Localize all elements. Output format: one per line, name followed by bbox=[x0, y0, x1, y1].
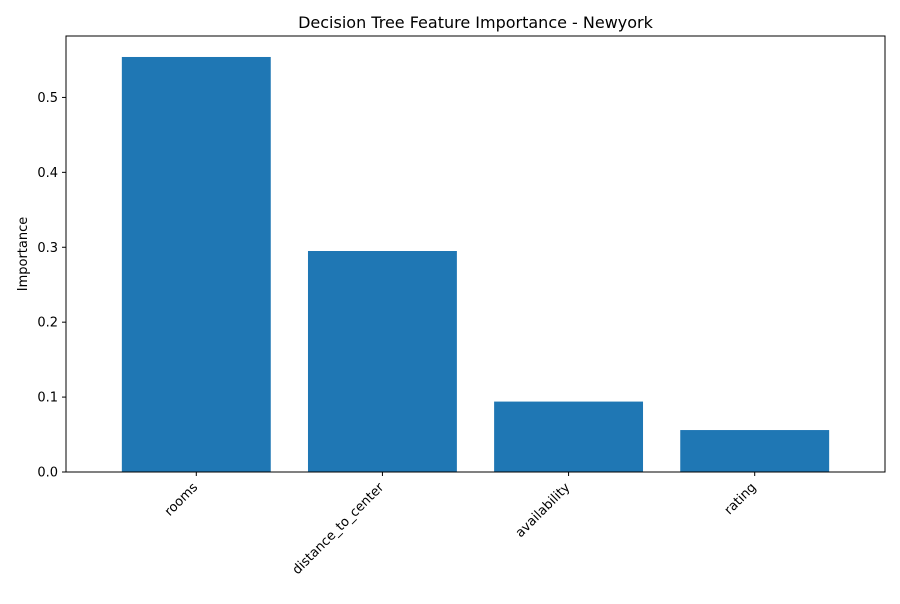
y-tick-label: 0.5 bbox=[37, 91, 58, 106]
x-tick-label: availability bbox=[513, 480, 574, 541]
x-tick-label: distance_to_center bbox=[290, 480, 388, 578]
y-tick-label: 0.2 bbox=[37, 316, 58, 331]
x-axis: rooms distance_to_center availability ratin… bbox=[162, 472, 760, 578]
y-axis-label: Importance bbox=[16, 217, 31, 292]
y-axis: 0.0 0.1 0.2 0.3 0.4 0.5 bbox=[37, 91, 66, 481]
bar-availability bbox=[494, 401, 644, 472]
bar-distance-to-center bbox=[307, 251, 457, 472]
y-tick-label: 0.1 bbox=[37, 391, 58, 406]
y-tick-label: 0.3 bbox=[37, 241, 58, 256]
chart-title: Decision Tree Feature Importance - Newyo… bbox=[298, 13, 654, 32]
bars-layer bbox=[121, 56, 830, 472]
y-tick-label: 0.4 bbox=[37, 166, 58, 181]
bar-rooms bbox=[121, 56, 271, 472]
plot-frame bbox=[65, 35, 886, 473]
x-tick-label: rating bbox=[722, 480, 760, 518]
y-tick-label: 0.0 bbox=[37, 466, 58, 481]
x-tick-label: rooms bbox=[162, 480, 201, 519]
bar-rating bbox=[680, 430, 830, 472]
